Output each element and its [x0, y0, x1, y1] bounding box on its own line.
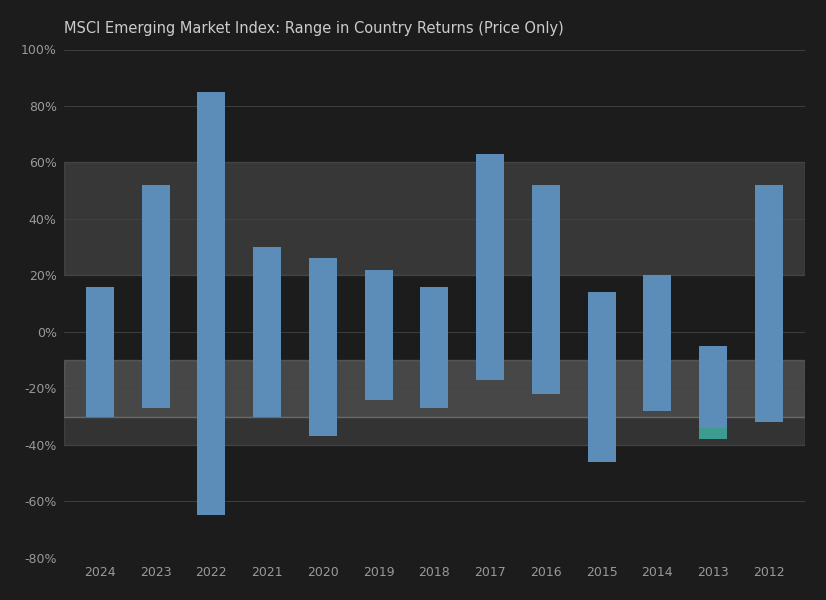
Bar	[64, 275, 805, 360]
Bar	[64, 163, 805, 275]
Bar	[588, 292, 615, 462]
Bar	[532, 185, 560, 394]
Bar	[142, 185, 169, 408]
Bar	[420, 287, 449, 408]
Bar	[365, 270, 392, 400]
Bar	[64, 360, 805, 416]
Bar	[643, 275, 672, 411]
Bar	[755, 185, 783, 422]
Bar	[86, 287, 114, 416]
Bar	[477, 154, 504, 380]
Bar	[700, 346, 727, 439]
Text: MSCI Emerging Market Index: Range in Country Returns (Price Only): MSCI Emerging Market Index: Range in Cou…	[64, 21, 563, 36]
Bar	[197, 92, 225, 515]
Bar	[700, 428, 727, 439]
Bar	[64, 416, 805, 445]
Bar	[309, 259, 337, 436]
Bar	[254, 247, 281, 416]
